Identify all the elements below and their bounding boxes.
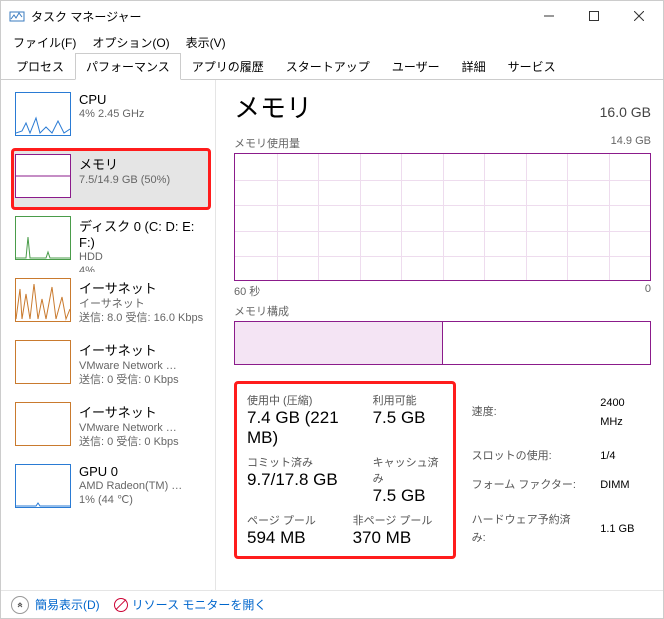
hw-speed-label: 速度: xyxy=(472,385,599,440)
nav-item-name: イーサネット xyxy=(79,402,179,421)
tab[interactable]: アプリの履歴 xyxy=(181,53,275,79)
paged-value: 594 MB xyxy=(247,528,353,548)
nav-item[interactable]: CPU4% 2.45 GHz xyxy=(11,86,211,148)
nav-item-meta: 4% 2.45 GHz xyxy=(79,107,144,121)
window-title: タスク マネージャー xyxy=(31,8,526,25)
nav-item-meta: イーサネット xyxy=(79,297,203,311)
menu-item[interactable]: オプション(O) xyxy=(84,32,177,53)
nav-item[interactable]: メモリ7.5/14.9 GB (50%) xyxy=(11,148,211,210)
tab[interactable]: スタートアップ xyxy=(275,53,381,79)
sidebar: CPU4% 2.45 GHzメモリ7.5/14.9 GB (50%)ディスク 0… xyxy=(1,80,216,590)
resource-monitor-link[interactable]: リソース モニターを開く xyxy=(132,596,267,613)
nav-item[interactable]: イーサネットイーサネット送信: 8.0 受信: 16.0 Kbps xyxy=(11,272,211,334)
tabbar: プロセスパフォーマンスアプリの履歴スタートアップユーザー詳細サービス xyxy=(1,53,663,80)
tab[interactable]: プロセス xyxy=(5,53,75,79)
usage-label: メモリ使用量 xyxy=(234,135,611,151)
usage-max: 14.9 GB xyxy=(611,135,651,151)
memory-usage-graph xyxy=(234,153,651,281)
tab[interactable]: パフォーマンス xyxy=(75,53,181,80)
hw-slots-value: 1/4 xyxy=(600,442,649,470)
time-axis-left: 60 秒 xyxy=(234,283,645,299)
in-use-value: 7.4 GB (221 MB) xyxy=(247,408,373,448)
nav-thumb xyxy=(15,92,71,136)
nav-item[interactable]: イーサネットVMware Network …送信: 0 受信: 0 Kbps xyxy=(11,396,211,458)
nonpaged-label: 非ページ プール xyxy=(353,512,443,528)
nav-item-meta: AMD Radeon(TM) … xyxy=(79,479,182,493)
available-value: 7.5 GB xyxy=(373,408,443,428)
time-axis-right: 0 xyxy=(645,283,651,299)
nonpaged-value: 370 MB xyxy=(353,528,443,548)
minimize-button[interactable] xyxy=(526,2,571,30)
cached-label: キャッシュ済み xyxy=(373,454,443,486)
nav-item-meta: VMware Network … xyxy=(79,359,179,373)
tab[interactable]: サービス xyxy=(497,53,567,79)
hardware-stats: 速度:2400 MHz スロットの使用:1/4 フォーム ファクター:DIMM … xyxy=(470,383,651,559)
detail-pane: メモリ 16.0 GB メモリ使用量 14.9 GB 60 秒 0 メモリ構成 … xyxy=(216,80,663,590)
tab[interactable]: 詳細 xyxy=(451,53,497,79)
nav-item-name: CPU xyxy=(79,92,144,107)
menu-item[interactable]: 表示(V) xyxy=(178,32,234,53)
nav-item-meta: 7.5/14.9 GB (50%) xyxy=(79,173,170,187)
nav-item-meta: 送信: 0 受信: 0 Kbps xyxy=(79,373,179,387)
in-use-label: 使用中 (圧縮) xyxy=(247,392,373,408)
app-icon xyxy=(9,8,25,24)
menubar: ファイル(F)オプション(O)表示(V) xyxy=(1,31,663,53)
nav-thumb xyxy=(15,402,71,446)
titlebar: タスク マネージャー xyxy=(1,1,663,31)
hw-slots-label: スロットの使用: xyxy=(472,442,599,470)
tab[interactable]: ユーザー xyxy=(381,53,451,79)
collapse-icon[interactable] xyxy=(11,596,29,614)
hw-reserved-label: ハードウェア予約済み: xyxy=(472,502,599,557)
hw-form-label: フォーム ファクター: xyxy=(472,472,599,500)
stats-highlight-box: 使用中 (圧縮) 7.4 GB (221 MB) 利用可能 7.5 GB コミッ… xyxy=(234,381,456,559)
nav-thumb xyxy=(15,464,71,508)
hw-form-value: DIMM xyxy=(600,472,649,500)
nav-item-name: イーサネット xyxy=(79,278,203,297)
composition-label: メモリ構成 xyxy=(234,303,651,319)
menu-item[interactable]: ファイル(F) xyxy=(5,32,84,53)
nav-item-name: ディスク 0 (C: D: E: F:) xyxy=(79,216,207,250)
nav-item-name: GPU 0 xyxy=(79,464,182,479)
committed-label: コミット済み xyxy=(247,454,373,470)
nav-item-meta: VMware Network … xyxy=(79,421,179,435)
nav-item-meta: 送信: 0 受信: 0 Kbps xyxy=(79,435,179,449)
hw-speed-value: 2400 MHz xyxy=(600,385,649,440)
cached-value: 7.5 GB xyxy=(373,486,443,506)
nav-thumb xyxy=(15,154,71,198)
close-button[interactable] xyxy=(616,2,661,30)
available-label: 利用可能 xyxy=(373,392,443,408)
simple-view-link[interactable]: 簡易表示(D) xyxy=(35,596,100,613)
maximize-button[interactable] xyxy=(571,2,616,30)
paged-label: ページ プール xyxy=(247,512,353,528)
nav-item[interactable]: GPU 0AMD Radeon(TM) …1% (44 ℃) xyxy=(11,458,211,520)
nav-item-meta: 4% xyxy=(79,264,207,272)
hw-reserved-value: 1.1 GB xyxy=(600,502,649,557)
detail-total: 16.0 GB xyxy=(600,104,651,120)
nav-item-name: メモリ xyxy=(79,154,170,173)
detail-title: メモリ xyxy=(234,88,600,125)
committed-value: 9.7/17.8 GB xyxy=(247,470,373,490)
nav-thumb xyxy=(15,216,71,260)
nav-item-name: イーサネット xyxy=(79,340,179,359)
nav-thumb xyxy=(15,340,71,384)
footer: 簡易表示(D) リソース モニターを開く xyxy=(1,590,663,618)
nav-item-meta: HDD xyxy=(79,250,207,264)
nav-item-meta: 送信: 8.0 受信: 16.0 Kbps xyxy=(79,311,203,325)
nav-item-meta: 1% (44 ℃) xyxy=(79,493,182,507)
nav-item[interactable]: ディスク 0 (C: D: E: F:)HDD4% xyxy=(11,210,211,272)
resmon-icon xyxy=(114,598,128,612)
memory-composition-graph xyxy=(234,321,651,365)
nav-thumb xyxy=(15,278,71,322)
nav-item[interactable]: イーサネットVMware Network …送信: 0 受信: 0 Kbps xyxy=(11,334,211,396)
